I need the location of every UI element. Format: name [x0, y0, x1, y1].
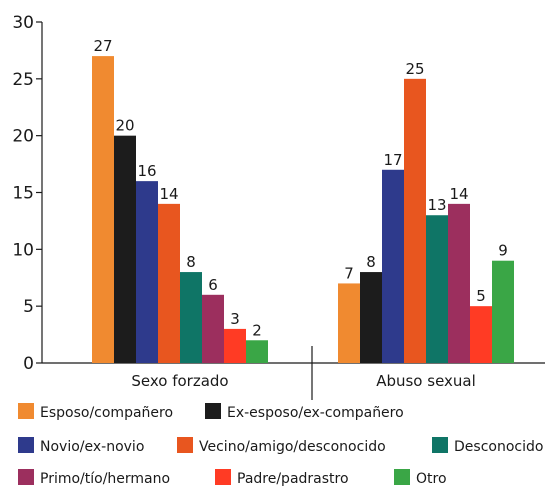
bar	[136, 181, 158, 363]
bar	[202, 294, 224, 363]
y-tick-label: 0	[23, 354, 34, 374]
bar	[114, 135, 136, 363]
legend-label: Otro	[416, 471, 447, 487]
legend-label: Ex-esposo/ex-compañero	[227, 405, 404, 421]
bar-value-label: 27	[93, 37, 112, 55]
legend-label: Desconocido	[454, 439, 543, 455]
legend-swatch	[205, 403, 221, 419]
bar-value-label: 13	[427, 196, 446, 214]
bar	[224, 328, 246, 363]
bar-value-label: 7	[344, 264, 354, 282]
bar	[360, 272, 382, 363]
legend-swatch	[177, 437, 193, 453]
bar	[404, 78, 426, 363]
y-tick-label: 5	[23, 297, 34, 317]
legend-swatch	[215, 469, 231, 485]
bar	[180, 272, 202, 363]
bar-value-label: 14	[159, 185, 178, 203]
bar	[426, 215, 448, 363]
bar	[158, 203, 180, 363]
y-tick-label: 20	[12, 127, 34, 147]
y-tick-label: 15	[12, 184, 34, 204]
bar-value-label: 8	[366, 253, 376, 271]
legend-label: Primo/tío/hermano	[40, 471, 170, 487]
bar	[382, 169, 404, 363]
x-category-label: Abuso sexual	[376, 372, 476, 390]
legend-swatch	[18, 469, 34, 485]
bar	[492, 260, 514, 363]
legend-swatch	[18, 437, 34, 453]
x-category-label: Sexo forzado	[131, 372, 228, 390]
bar	[92, 56, 114, 363]
bar-value-label: 17	[383, 151, 402, 169]
bar	[470, 306, 492, 363]
bar-value-label: 25	[405, 60, 424, 78]
bar-value-label: 2	[252, 321, 262, 339]
bar	[338, 283, 360, 363]
bar-value-label: 8	[186, 253, 196, 271]
bar-value-label: 14	[449, 185, 468, 203]
legend-swatch	[18, 403, 34, 419]
bar-value-label: 16	[137, 162, 156, 180]
y-tick-label: 30	[12, 13, 34, 33]
legend-swatch	[394, 469, 410, 485]
bar-value-label: 6	[208, 276, 218, 294]
x-category-labels: Sexo forzado Abuso sexual	[131, 372, 475, 390]
legend-swatch	[432, 437, 448, 453]
legend: Esposo/compañero Ex-esposo/ex-compañero No…	[18, 403, 543, 487]
y-tick-label: 10	[12, 240, 34, 260]
legend-label: Esposo/compañero	[40, 405, 173, 421]
y-ticks: 0 5 10 15 20 25 30	[12, 13, 42, 374]
bar	[448, 203, 470, 363]
bar-value-label: 9	[498, 242, 508, 260]
y-tick-label: 25	[12, 70, 34, 90]
legend-label: Vecino/amigo/desconocido	[199, 439, 386, 455]
legend-label: Padre/padrastro	[237, 471, 349, 487]
bar-value-label: 3	[230, 310, 240, 328]
bar-value-label: 20	[115, 117, 134, 135]
bar-value-label: 5	[476, 287, 486, 305]
bar	[246, 340, 268, 363]
legend-label: Novio/ex-novio	[40, 439, 144, 455]
